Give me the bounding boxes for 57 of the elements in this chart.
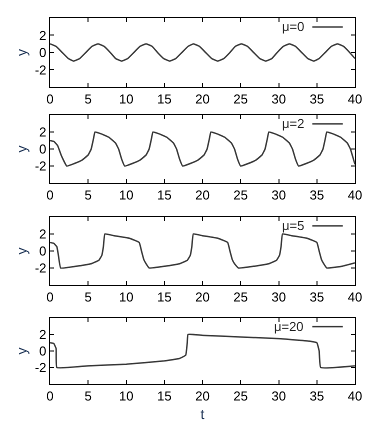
- x-tick-label: 20: [195, 92, 210, 107]
- x-tick-label: 40: [348, 92, 362, 107]
- x-tick-label: 35: [310, 290, 324, 305]
- x-tick-label: 5: [84, 388, 92, 404]
- x-tick-label: 35: [310, 388, 324, 404]
- x-tick-label: 35: [310, 92, 324, 107]
- series-label: μ=20: [274, 319, 304, 334]
- x-tick-label: 30: [272, 188, 286, 203]
- y-tick-label: 0: [39, 142, 46, 157]
- y-axis-title: y: [13, 247, 30, 254]
- y-tick-label: -2: [34, 158, 46, 174]
- x-tick-label: 20: [195, 290, 210, 305]
- x-tick-label: 30: [272, 92, 286, 107]
- y-tick-label: 0: [39, 244, 46, 259]
- x-tick-label: 25: [233, 290, 248, 305]
- x-tick-label: 20: [195, 388, 210, 404]
- line-series: [50, 43, 355, 62]
- series-label: μ=5: [282, 218, 304, 233]
- x-tick-label: 20: [195, 188, 210, 203]
- x-tick-label: 40: [348, 290, 362, 305]
- series-label: μ=0: [282, 19, 304, 34]
- x-tick-label: 30: [272, 290, 286, 305]
- y-tick-label: 0: [39, 344, 46, 359]
- x-tick-label: 5: [84, 188, 92, 203]
- x-tick-label: 25: [233, 92, 248, 107]
- y-tick-label: -2: [34, 360, 46, 376]
- x-tick-label: 10: [119, 188, 134, 203]
- y-tick-label: 2: [39, 124, 46, 140]
- x-tick-label: 25: [233, 388, 248, 404]
- y-tick-label: -2: [34, 260, 46, 276]
- x-axis-title: t: [200, 406, 205, 422]
- line-series: [50, 233, 355, 269]
- x-tick-label: 15: [157, 92, 172, 107]
- y-tick-label: 2: [39, 327, 46, 342]
- x-tick-label: 30: [272, 388, 286, 404]
- x-tick-label: 5: [84, 290, 92, 305]
- x-tick-label: 40: [348, 188, 362, 203]
- y-tick-label: 2: [39, 28, 46, 43]
- y-tick-label: 0: [39, 45, 46, 60]
- x-tick-label: 15: [157, 290, 172, 305]
- x-tick-label: 10: [119, 388, 134, 404]
- x-tick-label: 10: [119, 290, 134, 305]
- y-axis-title: y: [13, 347, 30, 354]
- x-tick-label: 15: [157, 188, 172, 203]
- line-series: [50, 334, 355, 369]
- x-tick-label: 35: [310, 188, 324, 203]
- y-tick-label: -2: [34, 62, 46, 78]
- y-tick-label: 2: [39, 226, 46, 242]
- series-label: μ=2: [282, 116, 304, 131]
- y-axis-title: y: [13, 146, 30, 153]
- x-tick-label: 10: [119, 92, 134, 107]
- x-tick-label: 5: [84, 92, 92, 107]
- y-axis-title: y: [13, 48, 30, 56]
- x-tick-label: 25: [233, 188, 248, 203]
- x-tick-label: 15: [157, 388, 172, 404]
- x-tick-label: 40: [348, 388, 362, 404]
- line-series: [50, 131, 355, 167]
